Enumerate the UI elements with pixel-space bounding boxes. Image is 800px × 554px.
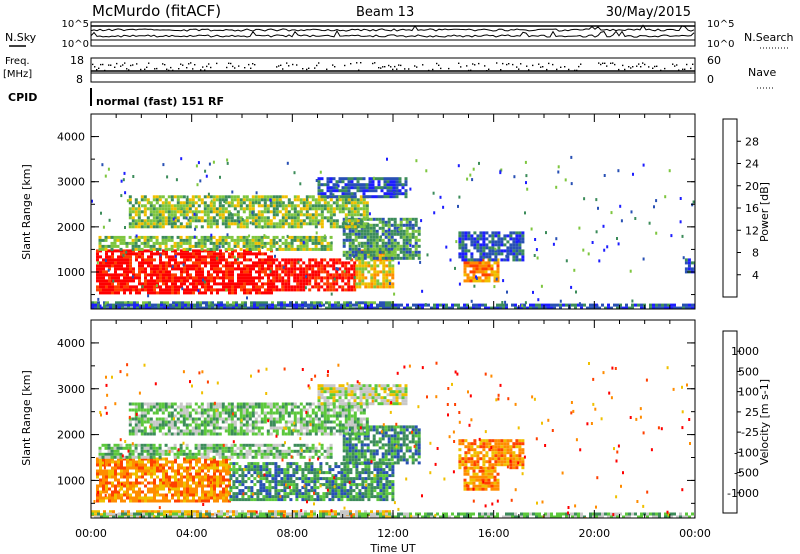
- power-panel-ytick-label: 1000: [57, 266, 85, 279]
- velocity-panel-ytick-label: 4000: [57, 337, 85, 350]
- velocity-panel: 1000 2000 3000 4000: [57, 319, 696, 519]
- power-panel-region-2: [272, 258, 357, 292]
- velocity-panel-region-5: [128, 402, 369, 436]
- freq-nave-strip: [90, 57, 696, 83]
- velocity-panel-colorbar-tick: -1000: [727, 487, 759, 500]
- power-panel-region-8: [463, 258, 500, 283]
- velocity-panel-region-9: [91, 512, 695, 518]
- velocity-panel-region-8: [458, 439, 525, 470]
- velocity-panel-region-1: [96, 457, 231, 503]
- power-panel-region-9: [458, 231, 525, 262]
- nsearch-label: N.Search: [744, 31, 794, 44]
- velocity-panel-colorbar-tick: -500: [734, 467, 759, 480]
- velocity-panel-region-4: [98, 443, 333, 459]
- power-panel: 1000 2000 3000 4000: [57, 113, 696, 310]
- time-tick-label: 00:00: [679, 527, 711, 540]
- freq-tick-bottom: 8: [76, 73, 83, 86]
- power-panel-ytick-label: 4000: [57, 131, 85, 144]
- power-panel-region-7: [317, 177, 408, 199]
- power-panel-ytick-label: 2000: [57, 221, 85, 234]
- power-panel-colorbar-tick: 4: [752, 269, 759, 282]
- time-tick-label: 20:00: [578, 527, 610, 540]
- velocity-panel-scatter: [93, 361, 691, 518]
- velocity-panel-region-6: [317, 384, 408, 406]
- freq-label-line2: [MHz]: [3, 69, 32, 80]
- cpid-label: CPID: [8, 91, 37, 104]
- date-title: 30/May/2015: [606, 5, 691, 20]
- velocity-panel-colorbar-tick: 1000: [731, 345, 759, 358]
- velocity-panel-colorbar-tick: -25: [741, 426, 759, 439]
- power-panel-scatter: [91, 155, 695, 309]
- station-title: McMurdo (fitACF): [92, 2, 221, 20]
- velocity-panel-ytick-label: 3000: [57, 383, 85, 396]
- power-panel-colorbar-tick: 8: [752, 247, 759, 260]
- velocity-panel-colorbar-tick: 500: [738, 365, 759, 378]
- velocity-panel-ytick-label: 1000: [57, 474, 85, 487]
- nave-label: Nave: [748, 66, 776, 79]
- power-panel-ytick-label: 3000: [57, 176, 85, 189]
- velocity-colorbar-label: Velocity [m s-1]: [758, 379, 771, 465]
- power-panel-region-6: [128, 195, 369, 229]
- velocity-panel-colorbar-tick: 25: [745, 406, 759, 419]
- power-panel-region-4: [98, 235, 333, 251]
- time-tick-label: 12:00: [377, 527, 409, 540]
- cpid-text: normal (fast) 151 RF: [96, 95, 224, 108]
- power-colorbar: 28 24 20 16 12 8 4: [722, 118, 759, 298]
- noise-tick-right-bottom: 10^0: [707, 39, 734, 50]
- noise-strip: [90, 21, 696, 47]
- noise-tick-right-top: 10^5: [707, 19, 734, 30]
- velocity-ylabel: Slant Range [km]: [20, 370, 33, 466]
- beam-title: Beam 13: [356, 5, 414, 20]
- nave-tick-bottom: 0: [707, 73, 714, 86]
- time-tick-label: 04:00: [176, 527, 208, 540]
- time-tick-label: 16:00: [478, 527, 510, 540]
- power-panel-colorbar-tick: 20: [745, 180, 759, 193]
- time-axis-label: Time UT: [369, 542, 415, 554]
- time-tick-label: 00:00: [75, 527, 107, 540]
- power-panel-colorbar-tick: 16: [745, 202, 759, 215]
- noise-tick-bottom: 10^0: [62, 39, 89, 50]
- velocity-panel-region-7: [463, 466, 500, 491]
- velocity-panel-ytick-label: 2000: [57, 429, 85, 442]
- power-panel-region-3: [355, 249, 395, 289]
- freq-label-line1: Freq.: [5, 56, 30, 67]
- power-panel-colorbar-tick: 24: [745, 158, 759, 171]
- velocity-colorbar: 1000 500 100 25 -25 -100 -500 -1000: [722, 330, 759, 514]
- time-tick-label: 08:00: [276, 527, 308, 540]
- power-panel-colorbar-tick: 12: [745, 224, 759, 237]
- power-ylabel: Slant Range [km]: [20, 164, 33, 260]
- noise-tick-top: 10^5: [62, 19, 89, 30]
- nsky-label: N.Sky: [5, 31, 37, 44]
- velocity-panel-region-2: [229, 462, 395, 502]
- power-panel-colorbar-tick: 28: [745, 135, 759, 148]
- freq-tick-top: 18: [70, 54, 84, 67]
- velocity-panel-colorbar-tick: -100: [734, 446, 759, 459]
- velocity-panel-colorbar-tick: 100: [738, 386, 759, 399]
- nave-tick-top: 60: [707, 54, 721, 67]
- power-colorbar-label: Power [dB]: [758, 182, 771, 242]
